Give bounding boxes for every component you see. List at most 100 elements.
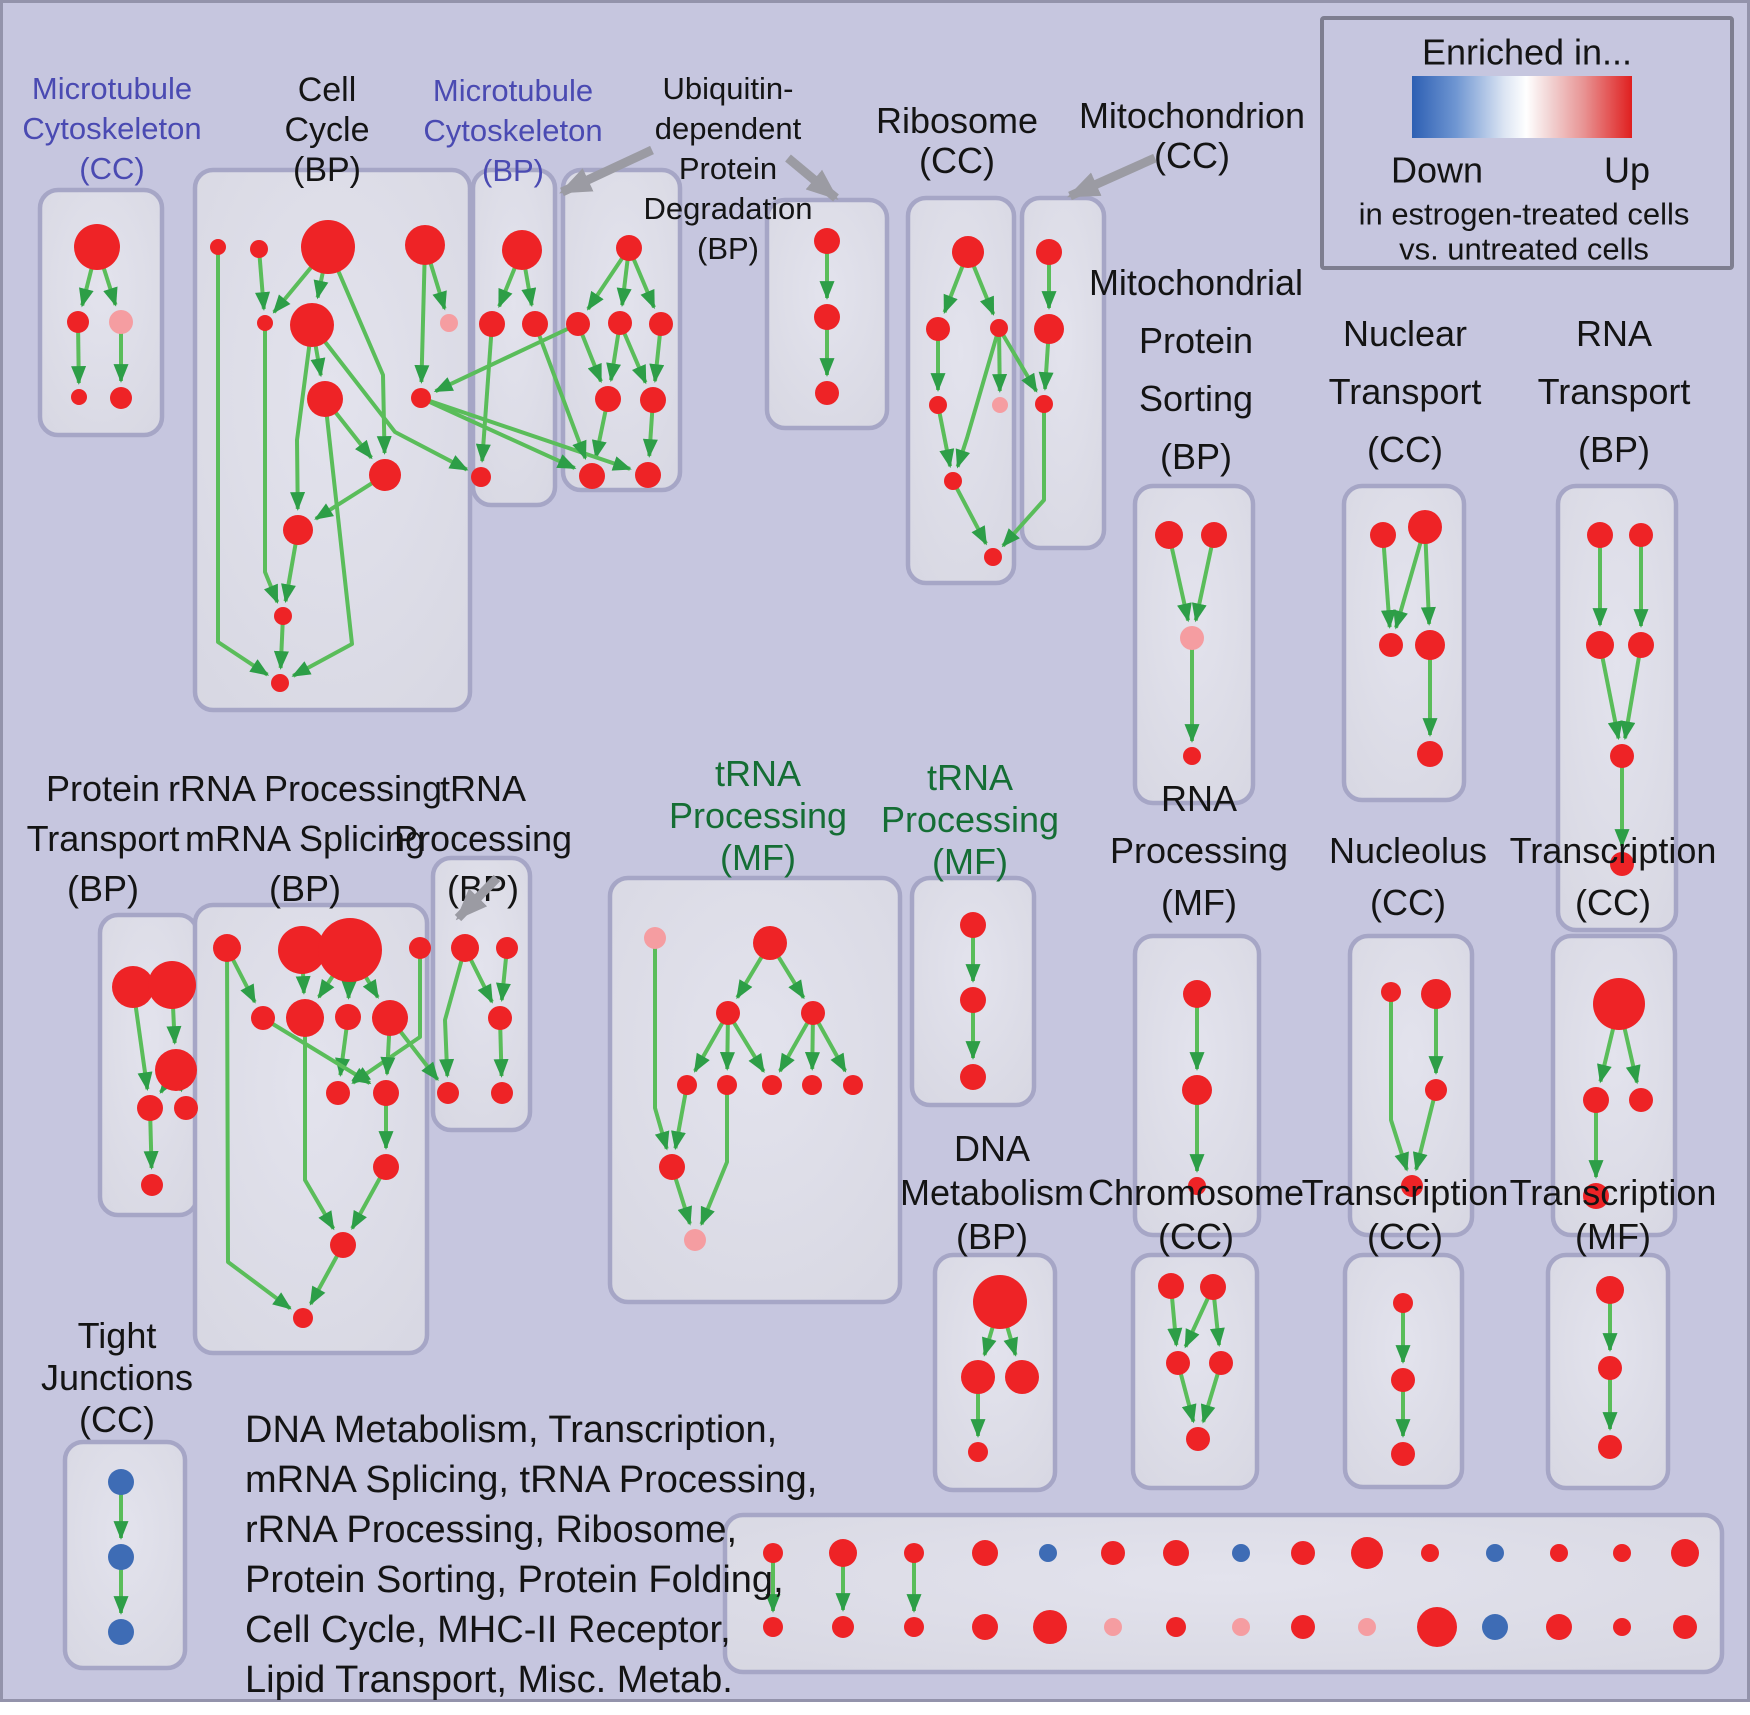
ubiquitin-1-node-mC xyxy=(608,311,632,335)
transcription-cc-3-node-a xyxy=(1393,1293,1413,1313)
misc-text-line: rRNA Processing, Ribosome, xyxy=(245,1509,737,1551)
rna-transport-node-tl xyxy=(1587,522,1613,548)
tight-junctions-node-c xyxy=(108,1619,134,1645)
rrna-node-R6 xyxy=(335,1004,361,1030)
nuclear-transport-node-ml xyxy=(1379,633,1403,657)
mixed-misc-node-t5 xyxy=(1039,1544,1057,1562)
ubiquitin-arrow-right xyxy=(785,154,839,202)
trna-mf-1-node-b5 xyxy=(843,1075,863,1095)
rrna-node-R2 xyxy=(278,926,326,974)
microtubule-bp-node-cl xyxy=(479,311,505,337)
ribosome-node-G xyxy=(984,548,1002,566)
edge-ribosome-C-to-E xyxy=(992,327,1008,393)
rna-processing-mf-node-b xyxy=(1182,1075,1212,1105)
trna-mf-1-label: tRNA Processing (MF) xyxy=(669,753,847,878)
ubiquitin-1-node-lR xyxy=(640,387,666,413)
mito-sorting-label-line: Mitochondrial xyxy=(1089,262,1303,303)
ubiquitin-1-label-line: Ubiquitin- xyxy=(663,71,794,106)
mixed-misc-node-t10 xyxy=(1351,1537,1383,1569)
edge-nuclear-transport-tr-to-ml xyxy=(1393,526,1427,630)
misc-categories-text: DNA Metabolism, Transcription, mRNA Spli… xyxy=(245,1409,828,1701)
nucleolus-node-s xyxy=(1381,982,1401,1002)
tight-junctions-label: Tight Junctions (CC) xyxy=(41,1315,193,1440)
trna-mf-1-node-b1 xyxy=(677,1075,697,1095)
rrna-node-L2 xyxy=(373,1080,399,1106)
edge-trna-mf-1-pk-to-c xyxy=(653,938,670,1151)
transcription-cc-2-node-mr xyxy=(1629,1088,1653,1112)
trna-bp-node-T2 xyxy=(496,937,518,959)
rrna-node-C2 xyxy=(330,1232,356,1258)
rna-transport-node-tr xyxy=(1629,523,1653,547)
mixed-misc-node-u12 xyxy=(1482,1614,1508,1640)
trna-mf-1-node-b4 xyxy=(802,1075,822,1095)
legend-title: Enriched in... xyxy=(1422,32,1632,73)
nuclear-transport-node-mr xyxy=(1415,630,1445,660)
protein-transport-label-line: (BP) xyxy=(67,868,139,909)
transcription-cc-3-node-b xyxy=(1391,1368,1415,1392)
rrna-label-line: rRNA Processing xyxy=(168,768,442,809)
tight-junctions-node-b xyxy=(108,1544,134,1570)
ubiquitin-1-label-line: Degradation xyxy=(644,191,813,226)
ubiquitin-arrow-left xyxy=(559,145,654,197)
protein-transport-node-f xyxy=(141,1174,163,1196)
rrna-label: rRNA Processing mRNA Splicing (BP) xyxy=(168,768,442,909)
chromosome-label: Chromosome (CC) xyxy=(1088,1172,1304,1257)
cross-edge-ribosome.C-to-mitochondrion.H3 xyxy=(997,326,1039,393)
edge-rna-transport-ml-to-c xyxy=(1598,644,1623,741)
edge-cell-cycle-n8-to-n13 xyxy=(291,398,354,678)
ubiquitin-1-label-line: (BP) xyxy=(697,231,759,266)
trna-mf-2-node-c xyxy=(960,1064,986,1090)
edge-rrna-R4-to-L1 xyxy=(351,948,422,1085)
cross-edge-mitochondrion.H3-to-ribosome.G xyxy=(1001,404,1046,548)
mitochondrion-node-H3 xyxy=(1035,395,1053,413)
edge-ribosome-C-to-F xyxy=(955,327,1001,469)
transcription-cc-2-node-b xyxy=(1583,1183,1609,1209)
transcription-cc-3-label-line: (CC) xyxy=(1367,1216,1443,1257)
trna-bp-node-T5 xyxy=(491,1082,513,1104)
mixed-misc-node-t8 xyxy=(1232,1544,1250,1562)
nucleolus-box xyxy=(1347,933,1475,1238)
trna-bp-arrow xyxy=(454,874,501,922)
cell-cycle-label-line: Cycle xyxy=(284,111,369,149)
rna-transport-label-line: (BP) xyxy=(1578,429,1650,470)
mito-sorting-label-line: Sorting xyxy=(1139,378,1253,419)
mixed-misc-node-t11 xyxy=(1421,1544,1439,1562)
cross-edge-cell-cycle.n9-to-ubiquitin-1.bR xyxy=(420,396,632,471)
cell-cycle-label: Cell Cycle (BP) xyxy=(284,71,369,189)
cell-cycle-node-n13 xyxy=(271,674,289,692)
transcription-cc-2-node-ml xyxy=(1583,1087,1609,1113)
mixed-misc-node-u2 xyxy=(832,1616,854,1638)
edge-trna-mf-1-b2-to-pb xyxy=(699,1085,729,1227)
chromosome-label-line: (CC) xyxy=(1158,1216,1234,1257)
mixed-misc-node-u9 xyxy=(1291,1615,1315,1639)
mito-sorting-node-d xyxy=(1183,747,1201,765)
edge-rna-transport-mr-to-c xyxy=(1620,644,1643,741)
trna-mf-1-node-b2 xyxy=(717,1075,737,1095)
nucleolus-node-m xyxy=(1425,1079,1447,1101)
dna-metabolism-node-ml xyxy=(961,1360,995,1394)
tight-junctions-label-line: (CC) xyxy=(79,1399,155,1440)
protein-transport-node-d xyxy=(137,1095,163,1121)
nucleolus-label: Nucleolus (CC) xyxy=(1329,830,1487,923)
mixed-misc-node-t15 xyxy=(1671,1539,1699,1567)
edge-cell-cycle-n3-to-n10 xyxy=(326,246,392,455)
microtubule-bp-label-line: (BP) xyxy=(482,153,544,188)
cell-cycle-node-n1 xyxy=(210,239,226,255)
dna-metabolism-node-mr xyxy=(1005,1360,1039,1394)
edge-rrna-R5s-to-L2 xyxy=(261,1016,372,1085)
trna-mf-2-node-b xyxy=(960,987,986,1013)
misc-text-line: Lipid Transport, Misc. Metab. xyxy=(245,1659,733,1701)
ribosome-box xyxy=(905,195,1017,586)
microtubule-cc-label-line: Cytoskeleton xyxy=(22,111,201,146)
edge-cell-cycle-n5-to-n12 xyxy=(263,323,280,604)
trna-bp-node-T3 xyxy=(488,1006,512,1030)
mixed-misc-node-t14 xyxy=(1613,1544,1631,1562)
chromosome-node-ml xyxy=(1166,1351,1190,1375)
mitochondrion-label-line: Mitochondrion xyxy=(1079,95,1305,136)
microtubule-bp-label-line: Cytoskeleton xyxy=(423,113,602,148)
cell-cycle-node-n5 xyxy=(257,315,273,331)
tight-junctions-node-a xyxy=(108,1469,134,1495)
nucleolus-node-L xyxy=(1421,979,1451,1009)
ubiquitin-2-node-u3 xyxy=(815,381,839,405)
